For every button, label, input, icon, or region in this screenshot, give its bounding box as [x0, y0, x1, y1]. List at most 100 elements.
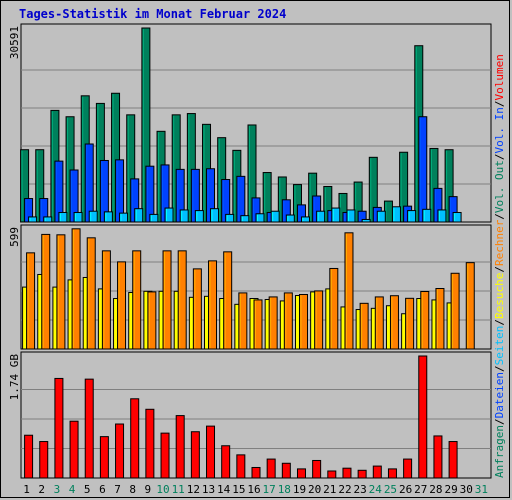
- bar-volumen-day-18: [281, 462, 291, 479]
- bar-seiten-day-12: [194, 210, 204, 223]
- bar-seiten-day-7: [119, 212, 129, 223]
- bar-seiten-day-19: [300, 216, 310, 223]
- y-axis-max-label: 1.74 GB: [8, 354, 21, 401]
- legend-entry: /: [493, 365, 506, 372]
- bar-seiten-day-2: [43, 216, 53, 223]
- bar-volumen-day-20: [312, 459, 322, 479]
- y-axis-max-label: 30591: [8, 26, 21, 59]
- x-tick-day-3: 3: [54, 483, 61, 496]
- side-legend: Anfragen/Dateien/Seiten/Besuche/Rechner/…: [493, 54, 506, 478]
- bar-seiten-day-6: [103, 211, 113, 223]
- bar-volumen-day-16: [251, 466, 261, 479]
- bar-volumen-day-26: [403, 458, 413, 479]
- x-tick-day-25: 25: [384, 483, 397, 496]
- x-tick-day-22: 22: [338, 483, 351, 496]
- bar-seiten-day-21: [331, 207, 341, 223]
- legend-entry: Vol. Out: [493, 160, 506, 213]
- x-tick-day-17: 17: [263, 483, 276, 496]
- bar-rechner-day-27: [420, 291, 430, 350]
- bar-rechner-day-23: [359, 302, 369, 350]
- x-tick-day-13: 13: [202, 483, 215, 496]
- x-tick-day-12: 12: [187, 483, 200, 496]
- bar-rechner-day-28: [435, 287, 445, 350]
- bar-seiten-day-17: [270, 210, 280, 223]
- bar-volumen-day-7: [115, 423, 125, 479]
- x-tick-day-7: 7: [114, 483, 121, 496]
- x-tick-day-11: 11: [172, 483, 185, 496]
- legend-entry: Volumen: [493, 54, 506, 100]
- bar-volumen-day-4: [69, 420, 79, 479]
- bar-rechner-day-4: [71, 228, 81, 350]
- bar-seiten-day-22: [346, 209, 356, 223]
- bar-rechner-day-26: [405, 297, 415, 350]
- bar-rechner-day-5: [86, 237, 96, 350]
- x-tick-day-24: 24: [369, 483, 383, 496]
- bar-rechner-day-19: [298, 294, 308, 350]
- bar-rechner-day-17: [268, 296, 278, 350]
- bar-volumen-day-19: [296, 468, 306, 479]
- bar-rechner-day-9: [147, 291, 157, 350]
- legend-entry: /: [493, 213, 506, 220]
- x-tick-day-15: 15: [232, 483, 245, 496]
- bar-volumen-day-17: [266, 458, 276, 479]
- bar-rechner-day-15: [238, 292, 248, 350]
- bar-rechner-day-29: [450, 272, 460, 350]
- x-tick-day-28: 28: [429, 483, 442, 496]
- x-tick-day-16: 16: [247, 483, 260, 496]
- bar-seiten-day-18: [285, 214, 295, 223]
- bar-rechner-day-18: [283, 292, 293, 350]
- bar-volumen-day-15: [236, 454, 246, 479]
- x-tick-day-31: 31: [475, 483, 488, 496]
- bar-seiten-day-3: [58, 211, 68, 223]
- legend-entry: /: [493, 418, 506, 425]
- chart-title: Tages-Statistik im Monat Februar 2024: [19, 7, 287, 21]
- x-tick-day-5: 5: [84, 483, 91, 496]
- bar-seiten-day-9: [149, 213, 159, 223]
- bar-volumen-day-10: [160, 432, 170, 479]
- bar-volumen-day-3: [54, 377, 64, 479]
- bar-rechner-day-20: [314, 290, 324, 350]
- bar-rechner-day-12: [192, 268, 202, 350]
- bar-seiten-day-14: [225, 213, 235, 223]
- bar-seiten-day-8: [134, 208, 144, 223]
- bar-volumen-day-6: [99, 436, 109, 479]
- bar-seiten-day-4: [73, 211, 83, 223]
- bar-volumen-day-27: [418, 355, 428, 479]
- bar-rechner-day-30: [465, 262, 475, 350]
- bar-rechner-day-7: [117, 261, 127, 350]
- bar-seiten-day-15: [240, 215, 250, 223]
- bar-rechner-day-2: [41, 233, 51, 350]
- x-tick-day-21: 21: [323, 483, 336, 496]
- bar-seiten-day-5: [88, 210, 98, 223]
- bar-volumen-day-8: [130, 398, 140, 479]
- bar-volumen-day-25: [387, 468, 397, 479]
- x-tick-day-19: 19: [293, 483, 306, 496]
- bar-volumen-day-24: [372, 465, 382, 479]
- bar-rechner-day-11: [177, 250, 187, 350]
- x-tick-day-4: 4: [69, 483, 76, 496]
- bar-seiten-day-28: [437, 209, 447, 223]
- bar-rechner-day-24: [374, 296, 384, 350]
- legend-entry: /: [493, 153, 506, 160]
- bar-volumen-day-29: [448, 441, 458, 479]
- bar-rechner-day-25: [389, 295, 399, 350]
- bar-rechner-day-6: [101, 250, 111, 350]
- bar-volumen-day-12: [190, 431, 200, 479]
- x-tick-day-6: 6: [99, 483, 106, 496]
- bar-seiten-day-20: [316, 210, 326, 223]
- bar-seiten-day-11: [179, 209, 189, 223]
- bar-volumen-day-11: [175, 415, 185, 479]
- x-tick-day-1: 1: [23, 483, 30, 496]
- bar-rechner-day-21: [329, 267, 339, 350]
- bar-seiten-day-23: [361, 218, 371, 223]
- bar-seiten-day-24: [376, 210, 386, 223]
- legend-entry: /: [493, 266, 506, 273]
- bar-volumen-day-1: [24, 434, 34, 479]
- x-tick-day-30: 30: [460, 483, 473, 496]
- legend-entry: Besuche: [493, 273, 506, 319]
- bar-seiten-day-29: [452, 211, 462, 223]
- bar-volumen-day-23: [357, 469, 367, 479]
- legend-entry: Vol. In: [493, 107, 506, 153]
